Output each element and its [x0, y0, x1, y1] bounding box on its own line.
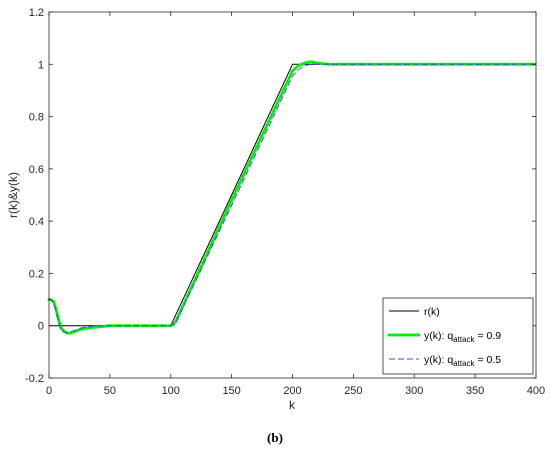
series-layer [47, 60, 538, 336]
y-tick-label: 1.2 [29, 7, 44, 19]
x-tick-label: 350 [466, 385, 484, 397]
panel-label: (b) [267, 430, 283, 445]
series-line-3 [49, 63, 536, 333]
y-axis-label: r(k)&y(k) [6, 172, 20, 218]
y-tick-label: 0.4 [29, 216, 44, 228]
x-tick-label: 200 [283, 385, 301, 397]
y-tick-label: 0 [38, 321, 44, 333]
legend-label: y(k): qattack = 0.5 [424, 354, 501, 368]
x-tick-label: 50 [104, 385, 116, 397]
y-tick-label: 0.8 [29, 112, 44, 124]
legend: r(k) y(k): qattack = 0.9 y(k): qattack = 0… [382, 297, 534, 375]
y-tick-label: -0.2 [25, 373, 44, 385]
y-tick-label: 1 [38, 59, 44, 71]
x-tick-label: 150 [222, 385, 240, 397]
x-tick-label: 250 [344, 385, 362, 397]
y-tick-label: 0.6 [29, 164, 44, 176]
legend-label: y(k): qattack = 0.9 [424, 330, 501, 344]
x-axis-label: k [289, 398, 296, 412]
x-tick-label: 300 [405, 385, 423, 397]
x-tick-label: 100 [162, 385, 180, 397]
y-tick-label: 0.2 [29, 268, 44, 280]
x-tick-label: 400 [527, 385, 545, 397]
tick-layer: 0 50 100 150 200 250 300 350 400-0.200.20.40.60.… [25, 7, 545, 397]
legend-label: r(k) [424, 306, 440, 318]
x-tick-label: 0 [46, 385, 52, 397]
